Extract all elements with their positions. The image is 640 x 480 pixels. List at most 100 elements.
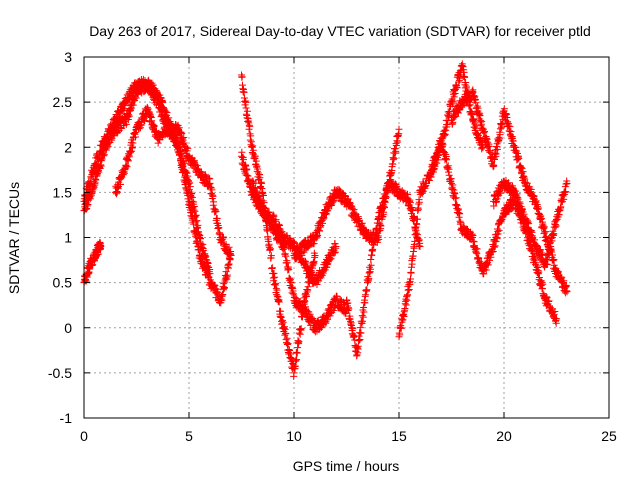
track-marker: [238, 148, 246, 156]
track-marker: [404, 291, 412, 299]
track-marker: [275, 220, 283, 228]
track-marker: [97, 147, 105, 155]
track-marker: [293, 356, 301, 364]
track-marker: [389, 160, 397, 168]
x-tick-label: 20: [496, 428, 512, 444]
track-marker: [132, 94, 140, 102]
track-marker: [402, 301, 410, 309]
track-marker: [415, 198, 423, 206]
track-marker: [297, 325, 305, 333]
track-marker: [357, 329, 365, 337]
track-marker: [287, 350, 295, 358]
track-marker: [380, 201, 388, 209]
track-marker: [177, 128, 185, 136]
track-marker: [405, 286, 413, 294]
track-marker: [243, 165, 251, 173]
y-axis-title: SDTVAR / TECUs: [6, 182, 22, 294]
track-marker: [110, 124, 118, 132]
track-marker: [272, 279, 280, 287]
track-marker: [345, 305, 353, 313]
track-marker: [406, 275, 414, 283]
track-marker: [252, 184, 260, 192]
x-tick-label: 10: [286, 428, 302, 444]
track-marker: [284, 340, 292, 348]
y-tick-label: 2.5: [53, 94, 73, 110]
track-marker: [242, 104, 250, 112]
track-marker: [355, 336, 363, 344]
track-marker: [270, 269, 278, 277]
x-axis-title: GPS time / hours: [293, 458, 400, 474]
track-marker: [184, 144, 192, 152]
track-marker: [395, 130, 403, 138]
track-marker: [407, 263, 415, 271]
track-marker: [356, 335, 364, 343]
track-marker: [353, 352, 361, 360]
track-marker: [215, 224, 223, 232]
track-marker: [163, 109, 171, 117]
track-marker: [100, 151, 108, 159]
track-marker: [208, 186, 216, 194]
track-marker: [183, 169, 191, 177]
track-marker: [225, 243, 233, 251]
track-marker: [363, 286, 371, 294]
track-marker: [383, 188, 391, 196]
track-marker: [453, 84, 461, 92]
track-marker: [83, 273, 91, 281]
track-marker: [182, 168, 190, 176]
track-marker: [282, 252, 290, 260]
track-marker: [392, 181, 400, 189]
track-marker: [413, 215, 421, 223]
track-marker: [100, 152, 108, 160]
track-marker: [396, 331, 404, 339]
track-marker: [459, 63, 467, 71]
track-marker: [311, 253, 319, 261]
track-marker: [253, 189, 261, 197]
track-marker: [271, 217, 279, 225]
x-tick-label: 5: [185, 428, 193, 444]
track-marker: [302, 292, 310, 300]
track-marker: [150, 122, 158, 130]
track-marker: [461, 73, 469, 81]
track-marker: [192, 218, 200, 226]
track-marker: [272, 285, 280, 293]
track-marker: [256, 197, 264, 205]
track-marker: [113, 188, 121, 196]
track-marker: [180, 160, 188, 168]
track-marker: [359, 317, 367, 325]
track-marker: [247, 132, 255, 140]
track-marker: [361, 299, 369, 307]
track-marker: [280, 243, 288, 251]
track-marker: [219, 291, 227, 299]
track-marker: [238, 73, 246, 81]
track-marker: [250, 180, 258, 188]
track-marker: [206, 266, 214, 274]
track-marker: [243, 107, 251, 115]
track-marker: [227, 248, 235, 256]
track-marker: [393, 184, 401, 192]
track-marker: [129, 101, 137, 109]
track-marker: [297, 249, 305, 257]
track-marker: [266, 245, 274, 253]
track-marker: [287, 355, 295, 363]
track-marker: [190, 202, 198, 210]
track-marker: [188, 194, 196, 202]
y-tick-label: 1.5: [53, 184, 73, 200]
track-marker: [430, 162, 438, 170]
track-marker: [416, 239, 424, 247]
track-marker: [177, 149, 185, 157]
track-marker: [126, 96, 134, 104]
track-marker: [309, 314, 317, 322]
track-marker: [158, 107, 166, 115]
track-marker: [91, 161, 99, 169]
y-tick-label: 3: [64, 49, 72, 65]
track-marker: [157, 106, 165, 114]
track-marker: [127, 148, 135, 156]
track-marker: [438, 135, 446, 143]
track-marker: [212, 207, 220, 215]
track-marker: [301, 257, 309, 265]
track-marker: [397, 324, 405, 332]
track-marker: [121, 102, 129, 110]
track-marker: [290, 372, 298, 380]
track-marker: [390, 154, 398, 162]
